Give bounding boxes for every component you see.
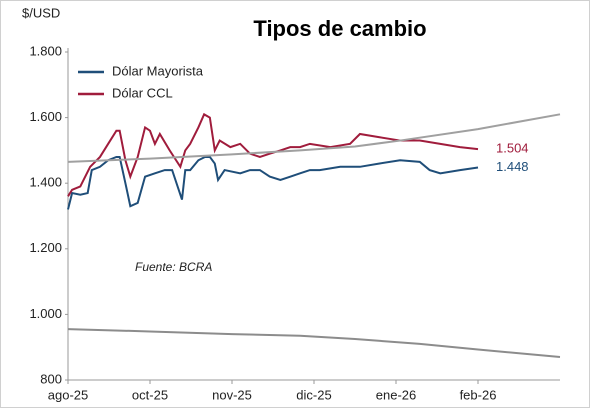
y-tick-label: 800: [40, 371, 62, 386]
value-label: 1.448: [496, 159, 529, 174]
legend-label: Dólar CCL: [112, 85, 173, 100]
y-tick-label: 1.800: [29, 43, 62, 58]
legend-label: Dólar Mayorista: [112, 63, 204, 78]
series-line: [67, 328, 561, 359]
y-axis-label: $/USD: [22, 5, 60, 20]
value-label: 1.504: [496, 141, 529, 156]
annotation: Fuente: BCRA: [135, 260, 212, 274]
x-tick-label: oct-25: [132, 387, 168, 402]
x-tick-label: feb-26: [460, 387, 497, 402]
series-line: [67, 113, 561, 163]
x-tick-label: dic-25: [296, 387, 331, 402]
y-tick-label: 1.600: [29, 109, 62, 124]
x-tick-label: ago-25: [48, 387, 88, 402]
y-tick-label: 1.000: [29, 306, 62, 321]
x-tick-label: nov-25: [212, 387, 252, 402]
series-line: [67, 112, 479, 197]
series-line: [67, 155, 479, 210]
y-tick-label: 1.400: [29, 175, 62, 190]
chart-title: Tipos de cambio: [253, 16, 426, 41]
y-tick-label: 1.200: [29, 240, 62, 255]
x-tick-label: ene-26: [376, 387, 416, 402]
